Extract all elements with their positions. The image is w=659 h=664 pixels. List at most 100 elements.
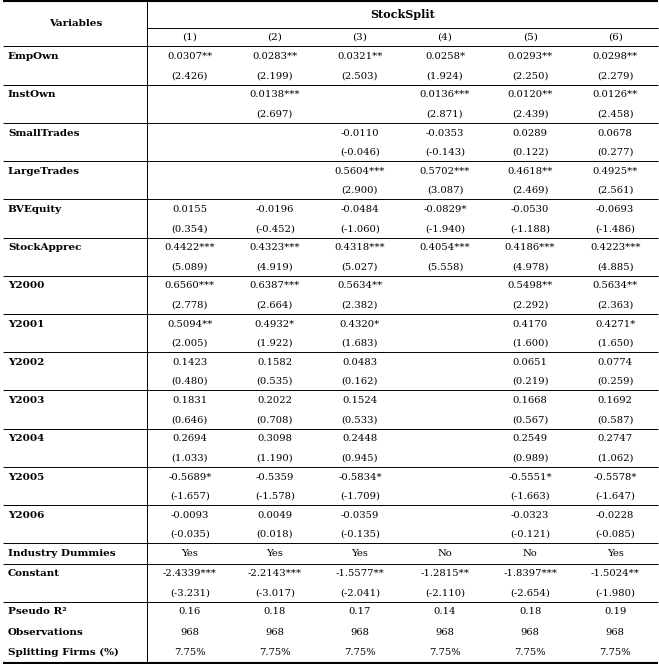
Text: Y2001: Y2001 [8, 319, 44, 329]
Text: (0.587): (0.587) [597, 415, 633, 424]
Text: 7.75%: 7.75% [174, 648, 206, 657]
Text: 968: 968 [266, 627, 285, 637]
Text: EmpOwn: EmpOwn [8, 52, 59, 61]
Text: 0.0678: 0.0678 [598, 129, 633, 137]
Text: (-1.709): (-1.709) [340, 491, 380, 501]
Text: 0.0136***: 0.0136*** [420, 90, 470, 100]
Text: 0.4223***: 0.4223*** [590, 243, 641, 252]
Text: 0.0293**: 0.0293** [507, 52, 553, 61]
Text: (2.900): (2.900) [341, 186, 378, 195]
Text: (2.382): (2.382) [341, 301, 378, 309]
Text: (0.259): (0.259) [597, 377, 633, 386]
Text: Y2006: Y2006 [8, 511, 44, 520]
Text: (0.533): (0.533) [341, 415, 378, 424]
Text: -0.0530: -0.0530 [511, 205, 549, 214]
Text: (0.162): (0.162) [341, 377, 378, 386]
Text: Y2002: Y2002 [8, 358, 44, 367]
Text: 0.4618**: 0.4618** [507, 167, 553, 176]
Text: -0.5578*: -0.5578* [593, 473, 637, 481]
Text: 0.14: 0.14 [434, 608, 456, 616]
Text: 0.4318***: 0.4318*** [335, 243, 386, 252]
Text: -0.0228: -0.0228 [596, 511, 635, 520]
Text: Observations: Observations [8, 627, 84, 637]
Text: 0.0651: 0.0651 [513, 358, 548, 367]
Text: 0.1423: 0.1423 [172, 358, 208, 367]
Text: Splitting Firms (%): Splitting Firms (%) [8, 648, 119, 657]
Text: 0.0774: 0.0774 [598, 358, 633, 367]
Text: 968: 968 [521, 627, 540, 637]
Text: Y2005: Y2005 [8, 473, 44, 481]
Text: 0.6387***: 0.6387*** [250, 282, 300, 290]
Text: (-1.657): (-1.657) [170, 491, 210, 501]
Text: 0.2549: 0.2549 [513, 434, 548, 444]
Text: Y2004: Y2004 [8, 434, 44, 444]
Text: (4): (4) [438, 33, 453, 42]
Text: (2.697): (2.697) [256, 110, 293, 118]
Text: 0.0120**: 0.0120** [507, 90, 553, 100]
Text: -0.0353: -0.0353 [426, 129, 464, 137]
Text: -0.0093: -0.0093 [171, 511, 209, 520]
Text: 0.1692: 0.1692 [598, 396, 633, 405]
Text: 0.2694: 0.2694 [172, 434, 208, 444]
Text: LargeTrades: LargeTrades [8, 167, 80, 176]
Text: (5): (5) [523, 33, 538, 42]
Text: Yes: Yes [351, 549, 368, 558]
Text: (4.978): (4.978) [512, 262, 548, 272]
Text: (-0.143): (-0.143) [425, 147, 465, 157]
Text: (1.062): (1.062) [597, 454, 633, 462]
Text: 0.0258*: 0.0258* [425, 52, 465, 61]
Text: (4.919): (4.919) [256, 262, 293, 272]
Text: (-1.486): (-1.486) [595, 224, 635, 233]
Text: Variables: Variables [49, 19, 102, 29]
Text: (2.199): (2.199) [256, 71, 293, 80]
Text: (-0.452): (-0.452) [255, 224, 295, 233]
Text: (-1.663): (-1.663) [510, 491, 550, 501]
Text: 0.16: 0.16 [179, 608, 201, 616]
Text: (-1.060): (-1.060) [340, 224, 380, 233]
Text: (1.683): (1.683) [341, 339, 378, 348]
Text: (-0.135): (-0.135) [340, 530, 380, 539]
Text: (-1.647): (-1.647) [595, 491, 635, 501]
Text: -0.0110: -0.0110 [341, 129, 379, 137]
Text: (1.650): (1.650) [597, 339, 633, 348]
Text: 0.18: 0.18 [264, 608, 286, 616]
Text: (2.778): (2.778) [171, 301, 208, 309]
Text: 0.4925**: 0.4925** [592, 167, 638, 176]
Text: (-0.085): (-0.085) [595, 530, 635, 539]
Text: (2.439): (2.439) [512, 110, 548, 118]
Text: 0.4320*: 0.4320* [340, 319, 380, 329]
Text: -0.0693: -0.0693 [596, 205, 634, 214]
Text: 7.75%: 7.75% [429, 648, 461, 657]
Text: 7.75%: 7.75% [514, 648, 546, 657]
Text: (-3.017): (-3.017) [255, 588, 295, 598]
Text: (2.005): (2.005) [171, 339, 208, 348]
Text: (-2.654): (-2.654) [510, 588, 550, 598]
Text: 0.1524: 0.1524 [342, 396, 378, 405]
Text: (-2.110): (-2.110) [425, 588, 465, 598]
Text: (-3.231): (-3.231) [170, 588, 210, 598]
Text: 968: 968 [436, 627, 455, 637]
Text: (0.945): (0.945) [341, 454, 378, 462]
Text: 0.5634**: 0.5634** [592, 282, 638, 290]
Text: 0.5094**: 0.5094** [167, 319, 212, 329]
Text: (1.924): (1.924) [426, 71, 463, 80]
Text: 0.1668: 0.1668 [513, 396, 548, 405]
Text: (-0.121): (-0.121) [510, 530, 550, 539]
Text: (2.561): (2.561) [597, 186, 633, 195]
Text: (0.535): (0.535) [256, 377, 293, 386]
Text: (0.122): (0.122) [512, 147, 548, 157]
Text: 0.4054***: 0.4054*** [420, 243, 471, 252]
Text: (0.219): (0.219) [512, 377, 548, 386]
Text: 0.5498**: 0.5498** [507, 282, 553, 290]
Text: 0.17: 0.17 [349, 608, 371, 616]
Text: (-0.035): (-0.035) [170, 530, 210, 539]
Text: 0.19: 0.19 [604, 608, 626, 616]
Text: Pseudo R²: Pseudo R² [8, 608, 67, 616]
Text: -0.0484: -0.0484 [341, 205, 379, 214]
Text: 0.4422***: 0.4422*** [165, 243, 215, 252]
Text: 0.0307**: 0.0307** [167, 52, 212, 61]
Text: -1.5577**: -1.5577** [335, 569, 384, 578]
Text: 968: 968 [181, 627, 199, 637]
Text: InstOwn: InstOwn [8, 90, 57, 100]
Text: -2.2143***: -2.2143*** [248, 569, 302, 578]
